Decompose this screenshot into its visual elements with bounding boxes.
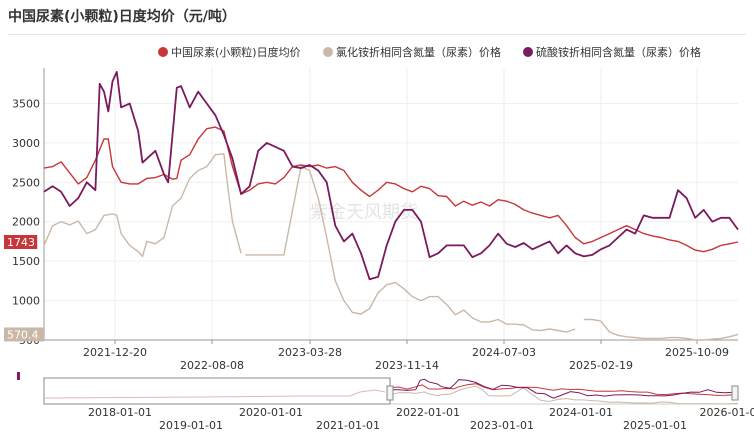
- y-tick-label: 1500: [12, 255, 40, 268]
- navigator-left-handle[interactable]: [386, 385, 394, 401]
- series-line-3: [43, 71, 739, 281]
- navigator-series-1: [389, 383, 734, 396]
- navigator-label: 2019-01-01: [159, 419, 223, 432]
- series-line-1: [43, 126, 739, 253]
- watermark: 紫金天风期货: [310, 202, 418, 223]
- series-line-2: [43, 153, 242, 258]
- y-tick-label: 3000: [12, 137, 40, 150]
- navigator-label: 2022-01-01: [396, 406, 460, 419]
- series-line-2: [583, 318, 739, 341]
- last-value-label: 570.4: [7, 328, 39, 341]
- navigator-label: 2018-01-01: [88, 406, 152, 419]
- x-tick-label: 2025-02-19: [569, 359, 633, 372]
- navigator-marker: [17, 372, 20, 380]
- y-tick-label: 2500: [12, 176, 40, 189]
- navigator-label: 2020-01-01: [239, 406, 303, 419]
- last-value-badge: [4, 235, 38, 250]
- x-tick-label: 2024-07-03: [472, 346, 536, 359]
- legend-marker-1[interactable]: [158, 47, 168, 57]
- x-tick-label: 2022-08-08: [180, 359, 244, 372]
- x-tick-label: 2025-10-09: [665, 346, 729, 359]
- navigator-label: 2021-01-01: [316, 419, 380, 432]
- y-tick-label: 2000: [12, 216, 40, 229]
- y-tick-label: 3500: [12, 97, 40, 110]
- x-tick-label: 2023-11-14: [375, 359, 439, 372]
- last-value-label: 1743: [7, 236, 35, 249]
- navigator-series-2: [389, 385, 739, 405]
- navigator-label: 2025-01-01: [623, 419, 687, 432]
- page-title: 中国尿素(小颗粒)日度均价（元/吨）: [8, 9, 236, 25]
- legend-label-1[interactable]: 中国尿素(小颗粒)日度均价: [171, 45, 301, 59]
- title-divider: [8, 34, 746, 35]
- y-tick-label: 1000: [12, 295, 40, 308]
- navigator-early-line: [43, 389, 386, 399]
- navigator-label: 2026-01-0: [700, 406, 754, 419]
- legend-label-3[interactable]: 硫酸铵折相同含氮量（尿素）价格: [536, 45, 701, 59]
- last-value-badge: [4, 327, 44, 342]
- x-tick-label: 2023-03-28: [278, 346, 342, 359]
- navigator-label: 2023-01-01: [470, 419, 534, 432]
- navigator-series-3: [390, 378, 734, 399]
- navigator-label: 2024-01-01: [549, 406, 613, 419]
- legend-marker-2[interactable]: [323, 47, 333, 57]
- legend-marker-3[interactable]: [523, 47, 533, 57]
- navigator-window-frame[interactable]: [43, 377, 391, 405]
- legend-label-2[interactable]: 氯化铵折相同含氮量（尿素）价格: [336, 45, 501, 59]
- navigator-right-handle[interactable]: [731, 385, 739, 401]
- x-tick-label: 2021-12-20: [83, 346, 147, 359]
